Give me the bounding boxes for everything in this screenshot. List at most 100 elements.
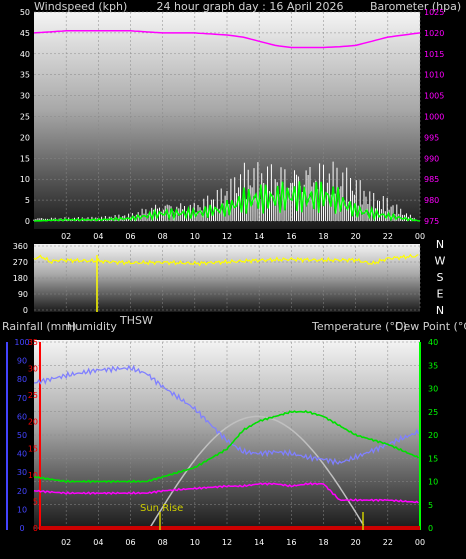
wind-tick-label: 25 [20, 113, 30, 122]
sunrise-label: Sun Rise [140, 503, 183, 514]
barometer-tick-label: 1020 [424, 29, 444, 38]
wind-tick-label: 0 [25, 217, 30, 226]
header-barometer-label: Barometer (hpa) [370, 0, 461, 13]
direction-tick-label: 0 [23, 306, 28, 315]
wind-tick-label: 20 [20, 133, 30, 142]
humidity-tick-label: 90 [17, 357, 27, 366]
wind-tick-label: 10 [20, 175, 30, 184]
compass-label: E [437, 288, 444, 301]
barometer-tick-label: 1005 [424, 92, 444, 101]
compass-label: W [435, 255, 446, 268]
temperature-x-tick-label: 18 [318, 538, 328, 547]
temperature-x-tick-label: 08 [158, 538, 168, 547]
temperature-x-tick-label: 02 [61, 538, 71, 547]
header-title: 24 hour graph day : 16 April 2026 [157, 0, 344, 13]
temperature-x-tick-label: 04 [93, 538, 103, 547]
wind-tick-label: 5 [25, 196, 30, 205]
wind-x-tick-label: 00 [415, 232, 425, 241]
wind-x-tick-label: 12 [222, 232, 232, 241]
wind-tick-label: 35 [20, 71, 30, 80]
rain-tick-label: 10 [28, 471, 38, 480]
humidity-label: Humidity [67, 320, 117, 333]
barometer-series-line [33, 30, 421, 49]
temperature-series-line [33, 410, 420, 484]
direction-series-line [33, 253, 419, 267]
barometer-tick-label: 1010 [424, 71, 444, 80]
barometer-tick-label: 985 [424, 175, 439, 184]
temperature-tick-label: 30 [428, 385, 438, 394]
thsw-label: THSW [119, 314, 153, 327]
humidity-tick-label: 100 [14, 338, 29, 347]
wind-series-line [33, 181, 421, 222]
wind-x-tick-label: 20 [351, 232, 361, 241]
barometer-tick-label: 1015 [424, 50, 444, 59]
wind-x-tick-label: 16 [286, 232, 296, 241]
rain-tick-label: 15 [28, 444, 38, 453]
wind-tick-label: 50 [20, 8, 30, 17]
temperature-tick-label: 40 [428, 338, 438, 347]
temperature-label: Temperature (°C) [311, 320, 407, 333]
wind-x-tick-label: 22 [383, 232, 393, 241]
rain-tick-label: 30 [28, 365, 38, 374]
humidity-series-line [34, 364, 419, 466]
humidity-tick-label: 80 [17, 375, 27, 384]
barometer-tick-label: 995 [424, 133, 439, 142]
header-windspeed-label: Windspeed (kph) [34, 0, 127, 13]
wind-x-tick-label: 14 [254, 232, 264, 241]
temperature-tick-label: 5 [428, 501, 433, 510]
direction-tick-label: 270 [13, 258, 28, 267]
rain-tick-label: 0 [33, 524, 38, 533]
rain-tick-label: 25 [28, 391, 38, 400]
temperature-tick-label: 0 [428, 524, 433, 533]
temperature-x-tick-label: 06 [125, 538, 135, 547]
humidity-tick-label: 30 [17, 468, 27, 477]
rain-bar-baseline [40, 526, 420, 530]
humidity-tick-label: 50 [17, 431, 27, 440]
rain-tick-label: 5 [33, 497, 38, 506]
wind-tick-label: 40 [20, 50, 30, 59]
wind-x-tick-label: 02 [61, 232, 71, 241]
humidity-tick-label: 0 [19, 524, 24, 533]
solar-series-line [149, 415, 365, 529]
wind-tick-label: 45 [20, 29, 30, 38]
humidity-tick-label: 60 [17, 412, 27, 421]
wind-x-tick-label: 08 [158, 232, 168, 241]
direction-tick-label: 90 [18, 290, 28, 299]
barometer-tick-label: 980 [424, 196, 439, 205]
temperature-x-tick-label: 22 [383, 538, 393, 547]
wind-x-tick-label: 10 [190, 232, 200, 241]
wind-tick-label: 15 [20, 154, 30, 163]
humidity-tick-label: 20 [17, 487, 27, 496]
temperature-tick-label: 25 [428, 408, 438, 417]
rain-tick-label: 20 [28, 418, 38, 427]
direction-tick-label: 180 [13, 274, 28, 283]
compass-label: N [436, 238, 444, 251]
temperature-x-tick-label: 12 [222, 538, 232, 547]
humidity-tick-label: 70 [17, 394, 27, 403]
direction-tick-label: 360 [13, 242, 28, 251]
dewpoint-label: Dew Point (°C) [395, 320, 466, 333]
temperature-x-tick-label: 10 [190, 538, 200, 547]
barometer-tick-label: 975 [424, 217, 439, 226]
barometer-tick-label: 1000 [424, 113, 444, 122]
rain-tick-label: 35 [28, 338, 38, 347]
compass-label: N [436, 304, 444, 317]
compass-label: S [437, 271, 444, 284]
barometer-tick-label: 1025 [424, 8, 444, 17]
temperature-x-tick-label: 14 [254, 538, 264, 547]
barometer-tick-label: 990 [424, 154, 439, 163]
humidity-tick-label: 10 [17, 505, 27, 514]
wind-x-tick-label: 06 [125, 232, 135, 241]
wind-x-tick-label: 04 [93, 232, 103, 241]
temperature-x-tick-label: 00 [415, 538, 425, 547]
temperature-x-tick-label: 20 [351, 538, 361, 547]
temperature-tick-label: 15 [428, 454, 438, 463]
wind-tick-label: 30 [20, 92, 30, 101]
temperature-tick-label: 20 [428, 431, 438, 440]
temperature-tick-label: 10 [428, 478, 438, 487]
dewpoint-series-line [33, 482, 419, 504]
